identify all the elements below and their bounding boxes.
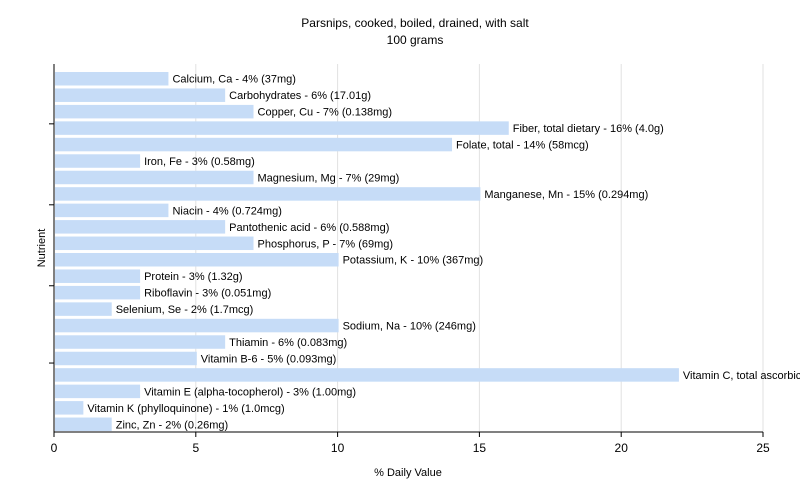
bar-label: Iron, Fe - 3% (0.58mg) [144,156,255,168]
bar-label: Vitamin C, total ascorbic acid - 22% (13… [683,370,800,382]
bar [55,121,509,135]
bar-label: Folate, total - 14% (58mcg) [456,140,589,152]
bar-label: Thiamin - 6% (0.083mg) [229,337,347,349]
y-axis-label: Nutrient [36,229,48,268]
bar-label: Carbohydrates - 6% (17.01g) [229,90,371,102]
bar [55,318,339,333]
bar-label: Sodium, Na - 10% (246mg) [343,321,476,333]
x-axis-label: % Daily Value [374,467,442,479]
bar-label: Manganese, Mn - 15% (0.294mg) [484,189,648,201]
bar [55,401,84,415]
bar [55,236,254,251]
bar-label: Copper, Cu - 7% (0.138mg) [258,107,393,119]
bar-label: Potassium, K - 10% (367mg) [343,255,484,267]
x-tick-label: 15 [473,441,487,455]
bar-label: Vitamin B-6 - 5% (0.093mg) [201,353,337,365]
bar [55,302,112,316]
bars: Calcium, Ca - 4% (37mg) Carbohydrates - 6… [55,72,800,431]
bar-label: Fiber, total dietary - 16% (4.0g) [513,123,664,135]
bar [55,220,226,234]
bar [55,335,226,349]
bar-label: Niacin - 4% (0.724mg) [172,205,281,217]
bar [55,88,226,102]
bar [55,187,481,201]
bar [55,368,679,382]
bar-label: Selenium, Se - 2% (1.7mcg) [116,304,254,316]
bar-label: Pantothenic acid - 6% (0.588mg) [229,222,389,234]
chart-subtitle: 100 grams [387,33,444,47]
bar-label: Zinc, Zn - 2% (0.26mg) [116,419,228,431]
axes: 0 5 10 15 20 25 [49,64,770,455]
bar [55,269,141,283]
bar [55,154,141,168]
bar [55,417,112,432]
bar [55,72,169,86]
bar-label: Phosphorus, P - 7% (69mg) [258,238,394,250]
bar [55,137,453,152]
x-tick-label: 0 [51,441,58,455]
x-tick-label: 20 [615,441,629,455]
bar-label: Magnesium, Mg - 7% (29mg) [258,172,400,184]
bar-label: Protein - 3% (1.32g) [144,271,242,283]
bar [55,170,254,185]
x-tick-label: 5 [192,441,199,455]
chart-title: Parsnips, cooked, boiled, drained, with … [301,16,529,30]
x-tick-label: 10 [331,441,345,455]
bar [55,203,169,218]
bar [55,104,254,119]
bar [55,351,197,366]
bar-label: Vitamin E (alpha-tocopherol) - 3% (1.00m… [144,386,356,398]
bar-label: Vitamin K (phylloquinone) - 1% (1.0mcg) [87,403,284,415]
x-tick-label: 25 [756,441,770,455]
bar [55,285,141,300]
bar-label: Riboflavin - 3% (0.051mg) [144,288,271,300]
bar [55,384,141,399]
bar [55,253,339,267]
bar-label: Calcium, Ca - 4% (37mg) [172,74,295,86]
